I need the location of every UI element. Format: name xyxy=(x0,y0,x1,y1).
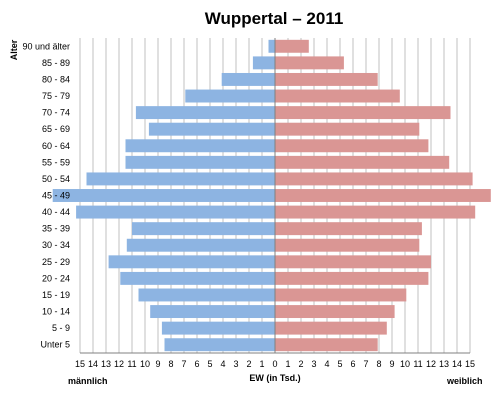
x-tick-label: 9 xyxy=(389,359,394,369)
bar-maennlich xyxy=(164,338,275,352)
x-tick-label: 0 xyxy=(272,359,277,369)
age-group-label: 5 - 9 xyxy=(52,323,70,333)
age-group-label: 40 - 44 xyxy=(42,207,70,217)
x-tick-label: 3 xyxy=(311,359,316,369)
bar-weiblich xyxy=(275,271,429,285)
x-tick-label: 8 xyxy=(168,359,173,369)
bar-maennlich xyxy=(125,139,275,153)
x-tick-label: 6 xyxy=(194,359,199,369)
x-tick-label: 5 xyxy=(337,359,342,369)
x-tick-label: 13 xyxy=(101,359,111,369)
x-tick-label: 9 xyxy=(155,359,160,369)
age-group-labels: 90 und älter 85 - 89 80 - 84 75 - 79 70 - 74… xyxy=(22,41,70,349)
bar-weiblich xyxy=(275,106,451,120)
bar-weiblich xyxy=(275,139,429,153)
bar-maennlich xyxy=(52,189,276,202)
bar-maennlich xyxy=(135,106,275,120)
x-tick-label: 12 xyxy=(426,359,436,369)
x-tick-label: 15 xyxy=(75,359,85,369)
age-group-label: 20 - 24 xyxy=(42,273,70,283)
age-group-label: 60 - 64 xyxy=(42,141,70,151)
age-group-label: 80 - 84 xyxy=(42,74,70,84)
age-group-label: 30 - 34 xyxy=(42,240,70,250)
bar-weiblich xyxy=(275,238,420,252)
bar-maennlich xyxy=(132,222,275,236)
bar-maennlich xyxy=(185,89,275,103)
bar-maennlich xyxy=(126,238,275,252)
bar-maennlich xyxy=(252,56,275,70)
left-side-label: männlich xyxy=(68,376,108,386)
bar-weiblich xyxy=(275,205,476,219)
age-group-label: 35 - 39 xyxy=(42,224,70,234)
bar-maennlich xyxy=(86,172,275,186)
x-tick-label: 14 xyxy=(88,359,98,369)
age-group-label: 10 - 14 xyxy=(42,307,70,317)
bar-weiblich xyxy=(275,255,431,269)
age-group-label: 45 - 49 xyxy=(42,191,70,201)
bar-weiblich xyxy=(275,72,378,86)
x-tick-label: 10 xyxy=(140,359,150,369)
age-group-label: 55 - 59 xyxy=(42,157,70,167)
age-group-label: Unter 5 xyxy=(40,340,70,350)
x-tick-label: 5 xyxy=(207,359,212,369)
bar-weiblich xyxy=(275,288,407,302)
x-tick-label: 7 xyxy=(181,359,186,369)
bar-weiblich xyxy=(275,172,473,186)
age-group-label: 70 - 74 xyxy=(42,108,70,118)
x-tick-label: 1 xyxy=(285,359,290,369)
x-tick-label: 2 xyxy=(246,359,251,369)
x-tick-label: 15 xyxy=(465,359,475,369)
x-tick-label: 10 xyxy=(400,359,410,369)
x-tick-label: 8 xyxy=(376,359,381,369)
x-tick-labels: 15 14 13 12 11 10 9 8 7 6 5 4 3 2 1 0 1 2 3 4 5 6 7 8 9 10 11 12 13 1… xyxy=(75,359,475,369)
age-group-label: 85 - 89 xyxy=(42,58,70,68)
bar-weiblich xyxy=(275,222,422,236)
age-group-label: 50 - 54 xyxy=(42,174,70,184)
age-group-label: 65 - 69 xyxy=(42,124,70,134)
bar-weiblich xyxy=(275,155,450,169)
x-axis-label: EW (in Tsd.) xyxy=(249,373,300,383)
bar-weiblich xyxy=(275,189,491,202)
x-tick-label: 7 xyxy=(363,359,368,369)
bar-weiblich xyxy=(275,338,378,352)
age-group-label: 15 - 19 xyxy=(42,290,70,300)
bar-weiblich xyxy=(275,89,400,103)
x-tick-label: 1 xyxy=(259,359,264,369)
age-group-label: 75 - 79 xyxy=(42,91,70,101)
age-group-label: 90 und älter xyxy=(22,41,70,51)
bar-maennlich xyxy=(148,122,275,136)
x-tick-label: 12 xyxy=(114,359,124,369)
chart-title: Wuppertal – 2011 xyxy=(205,9,344,28)
bar-weiblich xyxy=(275,39,309,53)
bars-weiblich xyxy=(275,39,491,352)
bar-weiblich xyxy=(275,305,395,319)
bar-weiblich xyxy=(275,321,387,335)
bar-maennlich xyxy=(108,255,275,269)
x-tick-label: 11 xyxy=(127,359,136,369)
x-tick-label: 11 xyxy=(413,359,422,369)
bar-maennlich xyxy=(150,305,275,319)
bar-maennlich xyxy=(120,271,275,285)
bar-weiblich xyxy=(275,122,420,136)
x-tick-label: 6 xyxy=(350,359,355,369)
bar-maennlich xyxy=(125,155,275,169)
x-tick-label: 4 xyxy=(324,359,329,369)
bar-maennlich xyxy=(138,288,275,302)
x-tick-label: 4 xyxy=(220,359,225,369)
x-tick-label: 14 xyxy=(452,359,462,369)
y-axis-label: Alter xyxy=(9,39,19,60)
bar-weiblich xyxy=(275,56,344,70)
bar-maennlich xyxy=(161,321,275,335)
x-tick-label: 3 xyxy=(233,359,238,369)
x-tick-label: 13 xyxy=(439,359,449,369)
x-tick-label: 2 xyxy=(298,359,303,369)
bar-maennlich xyxy=(268,39,275,53)
age-group-label: 25 - 29 xyxy=(42,257,70,267)
bars-maennlich xyxy=(52,39,276,352)
bar-maennlich xyxy=(76,205,275,219)
bar-maennlich xyxy=(221,72,275,86)
right-side-label: weiblich xyxy=(446,376,483,386)
